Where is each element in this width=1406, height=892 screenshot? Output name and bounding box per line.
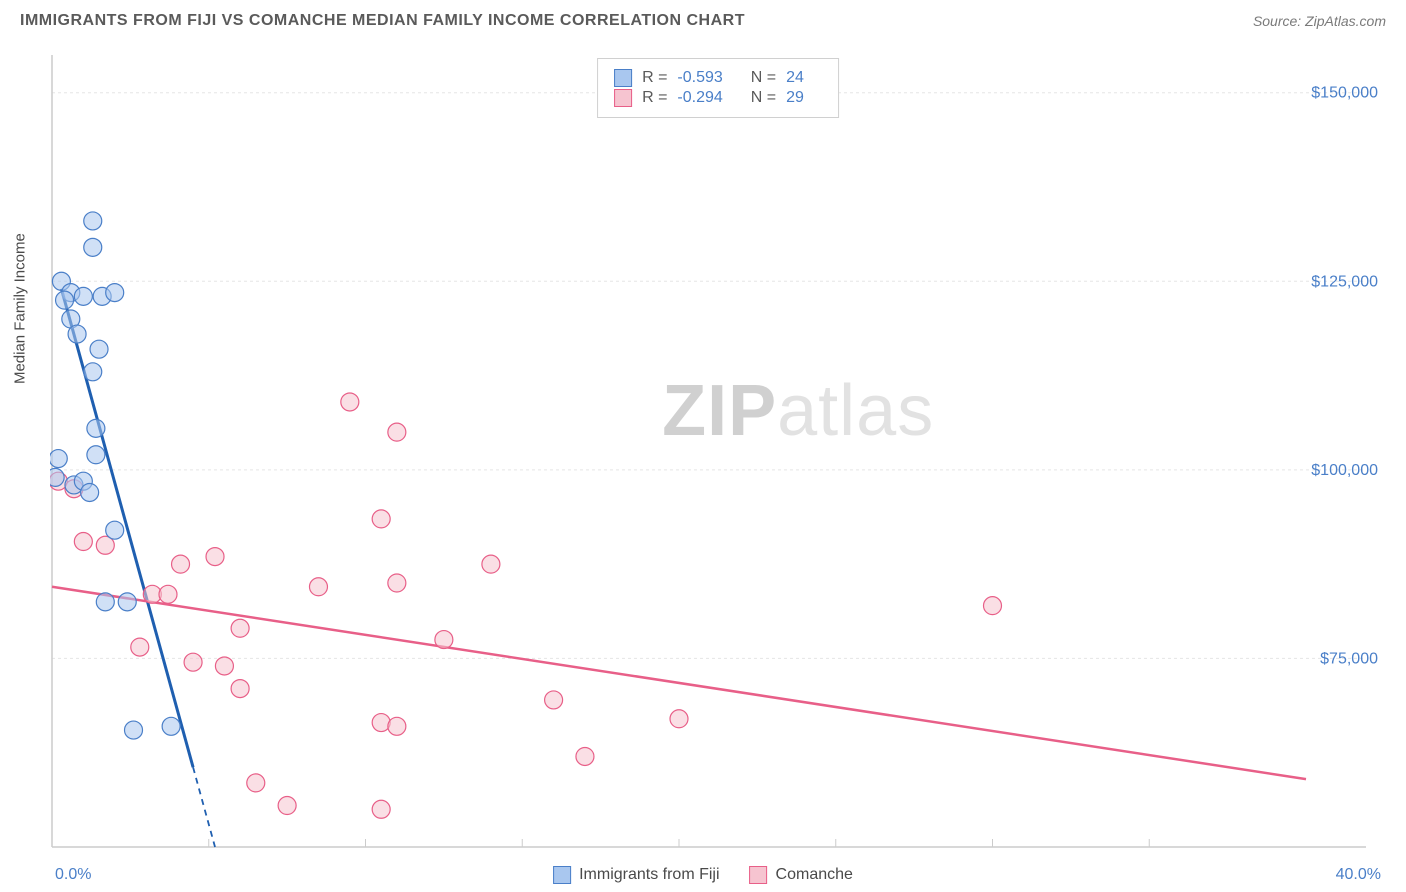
- data-point: [131, 638, 149, 656]
- stat-r-value: -0.294: [677, 89, 722, 107]
- data-point: [545, 691, 563, 709]
- stat-n-label: N =: [751, 89, 776, 107]
- y-tick-label: $125,000: [1311, 273, 1378, 290]
- data-point: [162, 717, 180, 735]
- legend-label: Immigrants from Fiji: [579, 866, 719, 884]
- data-point: [87, 446, 105, 464]
- data-point: [50, 450, 67, 468]
- data-point: [576, 747, 594, 765]
- data-point: [247, 774, 265, 792]
- legend-item: Immigrants from Fiji: [553, 866, 719, 884]
- data-point: [56, 291, 74, 309]
- data-point: [372, 510, 390, 528]
- data-point: [87, 419, 105, 437]
- stats-legend: R = -0.593 N = 24 R = -0.294 N = 29: [597, 58, 839, 118]
- stats-row: R = -0.593 N = 24: [614, 69, 822, 87]
- x-axis-max: 40.0%: [1336, 866, 1381, 884]
- scatter-plot: $75,000 $100,000 $125,000 $150,000: [50, 50, 1386, 852]
- legend-item: Comanche: [750, 866, 853, 884]
- data-point: [74, 533, 92, 551]
- legend-label: Comanche: [776, 866, 853, 884]
- stat-r-label: R =: [642, 89, 667, 107]
- stat-r-value: -0.593: [677, 69, 722, 87]
- data-point: [984, 597, 1002, 615]
- page-title: IMMIGRANTS FROM FIJI VS COMANCHE MEDIAN …: [20, 12, 745, 30]
- data-point: [159, 585, 177, 603]
- stat-n-label: N =: [751, 69, 776, 87]
- data-point: [231, 619, 249, 637]
- data-point: [372, 714, 390, 732]
- x-axis-min: 0.0%: [55, 866, 91, 884]
- data-point: [84, 212, 102, 230]
- y-axis-label: Median Family Income: [12, 233, 29, 384]
- data-point: [231, 680, 249, 698]
- data-point: [388, 423, 406, 441]
- data-point: [172, 555, 190, 573]
- data-point: [106, 521, 124, 539]
- data-point: [90, 340, 108, 358]
- header: IMMIGRANTS FROM FIJI VS COMANCHE MEDIAN …: [0, 0, 1406, 38]
- data-point: [50, 468, 64, 486]
- trend-line: [61, 289, 193, 767]
- data-point: [184, 653, 202, 671]
- data-point: [206, 548, 224, 566]
- y-tick-label: $75,000: [1320, 650, 1378, 667]
- data-point: [81, 483, 99, 501]
- data-point: [106, 284, 124, 302]
- legend-swatch: [614, 69, 632, 87]
- bottom-legend: Immigrants from Fiji Comanche: [553, 866, 853, 884]
- data-point: [84, 238, 102, 256]
- data-point: [388, 717, 406, 735]
- data-point: [670, 710, 688, 728]
- stat-r-label: R =: [642, 69, 667, 87]
- legend-swatch: [614, 89, 632, 107]
- data-point: [341, 393, 359, 411]
- data-point: [68, 325, 86, 343]
- chart-area: Median Family Income $75,000$100,000$125…: [50, 50, 1386, 852]
- stat-n-value: 29: [786, 89, 804, 107]
- data-point: [118, 593, 136, 611]
- data-point: [482, 555, 500, 573]
- data-point: [84, 363, 102, 381]
- trend-line-dashed: [193, 767, 215, 847]
- data-point: [96, 593, 114, 611]
- data-point: [372, 800, 390, 818]
- data-point: [74, 287, 92, 305]
- stats-row: R = -0.294 N = 29: [614, 89, 822, 107]
- data-point: [215, 657, 233, 675]
- y-tick-label: $150,000: [1311, 85, 1378, 102]
- legend-swatch: [553, 866, 571, 884]
- data-point: [309, 578, 327, 596]
- data-point: [125, 721, 143, 739]
- data-point: [278, 797, 296, 815]
- source-label: Source: ZipAtlas.com: [1253, 13, 1386, 29]
- y-tick-label: $100,000: [1311, 462, 1378, 479]
- legend-swatch: [750, 866, 768, 884]
- data-point: [388, 574, 406, 592]
- data-point: [435, 631, 453, 649]
- stat-n-value: 24: [786, 69, 804, 87]
